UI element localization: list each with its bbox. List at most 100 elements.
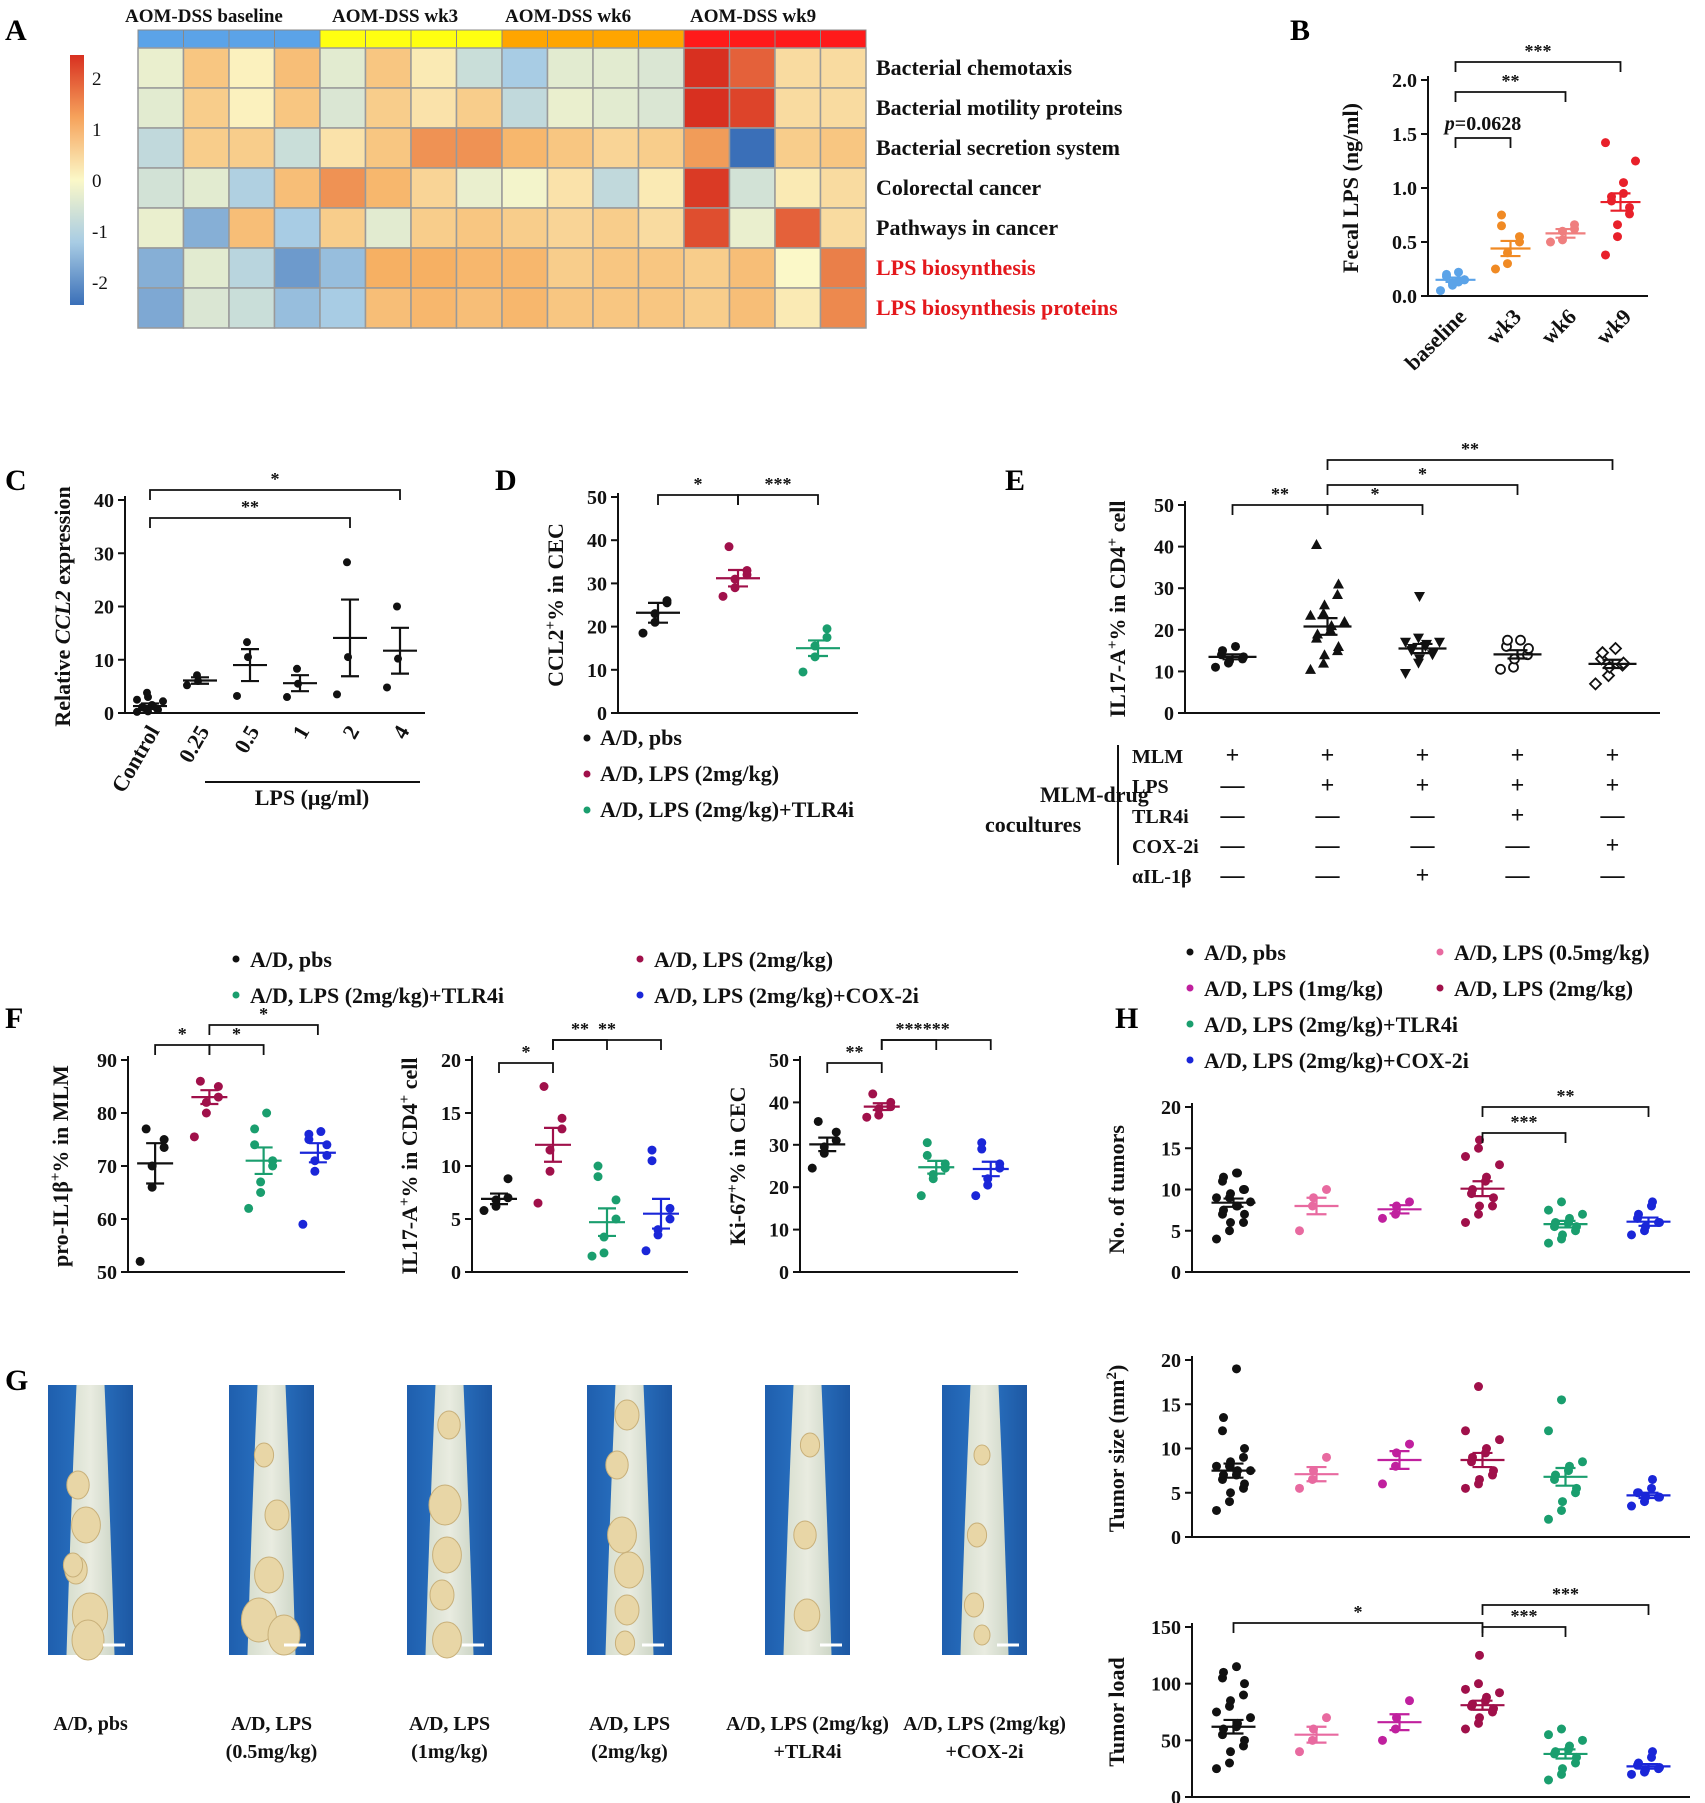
heatmap-cell (228, 87, 276, 129)
legend-marker (1436, 984, 1444, 992)
data-point (1488, 1201, 1497, 1211)
data-point (1544, 1426, 1553, 1436)
panel-label-a: A (5, 14, 27, 47)
data-point (922, 1150, 932, 1160)
data-point (1558, 1497, 1567, 1507)
data-point (718, 591, 728, 601)
y-axis-title: CCL2+% in CEC (543, 523, 568, 687)
table-cell: — (1315, 833, 1341, 859)
photo-caption: +TLR4i (773, 1741, 842, 1763)
y-tick-label: 50 (97, 1262, 117, 1284)
data-point (133, 707, 141, 716)
significance-bracket (1326, 484, 1519, 495)
heatmap-cell (182, 127, 230, 169)
significance-label: ** (846, 1042, 864, 1062)
data-point (1495, 663, 1506, 675)
data-point (1378, 1479, 1387, 1489)
data-point (1578, 1735, 1587, 1745)
heatmap-cell (774, 247, 822, 289)
y-tick-label: 1.0 (1392, 178, 1417, 200)
table-cell: + (1511, 773, 1525, 799)
data-point (1544, 1730, 1553, 1740)
panel-label-c: C (5, 464, 27, 497)
heatmap-cell (819, 47, 867, 89)
data-point (587, 1251, 597, 1261)
data-point (1551, 1218, 1560, 1227)
y-tick-label: 90 (97, 1050, 117, 1072)
data-point (1378, 1735, 1387, 1745)
y-tick-label: 15 (441, 1103, 461, 1125)
heatmap-row-label: Pathways in cancer (876, 215, 1058, 240)
heatmap-cell (319, 287, 367, 329)
table-cell: + (1511, 803, 1525, 829)
legend-label: A/D, LPS (2mg/kg) (1454, 976, 1633, 1001)
heatmap-cell (728, 207, 776, 249)
data-point (1468, 1699, 1477, 1709)
photo-caption: A/D, LPS (589, 1713, 670, 1735)
group-color-cell (501, 29, 548, 49)
heatmap-cell (137, 47, 185, 89)
data-point (293, 664, 301, 673)
heatmap-cell (774, 47, 822, 89)
significance-label: ** (241, 497, 259, 517)
legend-marker (636, 955, 644, 963)
group-color-cell (820, 29, 867, 49)
y-tick-label: 50 (1161, 1730, 1181, 1752)
heatmap-cell (455, 47, 503, 89)
significance-label: ** (1461, 439, 1479, 459)
data-point (1551, 1470, 1560, 1480)
heatmap-cell (182, 87, 230, 129)
group-color-cell (183, 29, 230, 49)
data-point (1482, 1692, 1491, 1702)
data-point (916, 1191, 926, 1201)
data-point (1631, 156, 1640, 166)
data-point (1333, 640, 1344, 651)
group-color-cell (228, 29, 275, 49)
significance-bracket (737, 494, 819, 505)
data-point (1225, 1226, 1234, 1236)
data-point (1475, 1201, 1484, 1211)
y-tick-label: 10 (1161, 1439, 1181, 1461)
significance-label: ** (1271, 484, 1289, 504)
heatmap-row-label: Bacterial secretion system (876, 135, 1120, 160)
data-point (1578, 1209, 1587, 1219)
group-color-cell (456, 29, 503, 49)
data-point (1232, 1662, 1241, 1672)
heatmap-cell (728, 247, 776, 289)
table-cell: — (1220, 863, 1246, 889)
data-point (1647, 1483, 1656, 1493)
tumor-nodule (605, 1450, 629, 1480)
heatmap-cell (364, 127, 412, 169)
tumor-nodule (614, 1630, 636, 1656)
significance-label: p=0.0628 (1443, 113, 1521, 135)
y-tick-label: 10 (587, 660, 607, 682)
data-point (1497, 221, 1506, 231)
data-point (1233, 1168, 1242, 1178)
y-tick-label: 5 (1171, 1483, 1181, 1505)
heatmap-cell (228, 167, 276, 209)
significance-label: * (178, 1024, 187, 1044)
heatmap-cell (182, 167, 230, 209)
significance-label: *** (923, 1019, 950, 1039)
data-point (250, 1124, 260, 1134)
data-point (1461, 1218, 1470, 1227)
data-point (333, 690, 341, 699)
y-tick-label: 10 (1154, 661, 1174, 683)
y-tick-label: 0 (1171, 1787, 1181, 1803)
data-point (1595, 645, 1610, 660)
heatmap-cell (228, 207, 276, 249)
data-point (533, 1198, 543, 1208)
data-point (1648, 1474, 1657, 1484)
heatmap-cell (410, 247, 458, 289)
y-tick-label: 50 (1154, 495, 1174, 517)
y-tick-label: 5 (451, 1209, 461, 1231)
heatmap-cell (683, 287, 731, 329)
table-cell: + (1606, 743, 1620, 769)
legend-label: A/D, LPS (2mg/kg) (654, 947, 833, 972)
data-point (1461, 1152, 1470, 1161)
heatmap-cell (319, 207, 367, 249)
y-tick-label: 20 (1154, 620, 1174, 642)
heatmap-cell (455, 287, 503, 329)
legend-marker (1186, 984, 1194, 992)
data-point (1570, 220, 1579, 230)
